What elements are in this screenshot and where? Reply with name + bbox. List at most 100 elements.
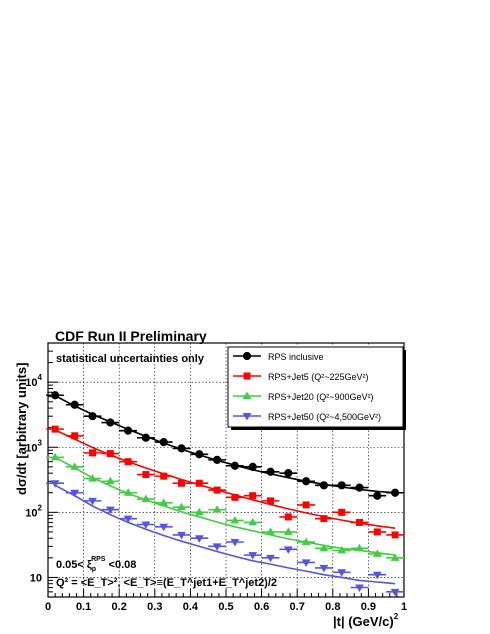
legend-shadow-bottom <box>231 427 406 430</box>
data-point <box>390 553 400 561</box>
data-point <box>178 479 185 487</box>
data-point <box>243 372 251 380</box>
data-point <box>319 564 329 573</box>
data-point <box>124 426 133 435</box>
xi-rest: <0.08 <box>105 559 136 571</box>
data-point <box>372 549 382 557</box>
data-point <box>266 467 275 476</box>
data-point <box>213 455 222 464</box>
data-point <box>177 502 186 511</box>
data-point <box>124 458 132 466</box>
data-point <box>106 418 115 427</box>
data-point <box>355 584 364 592</box>
x-tick-label: 0 <box>45 601 51 613</box>
x-tick-label: 0.7 <box>290 601 305 613</box>
data-point <box>320 515 328 523</box>
data-point <box>177 444 186 453</box>
fit-curve <box>54 456 396 556</box>
legend-label: RPS inclusive <box>268 352 324 362</box>
data-point <box>267 497 274 505</box>
data-point <box>302 501 310 509</box>
y-tick-base: 10 <box>25 507 37 519</box>
y-tick-label: 10 <box>30 572 42 584</box>
data-point <box>123 515 133 524</box>
series-4 <box>46 480 404 597</box>
x-axis-title-sup: 2 <box>394 612 399 621</box>
data-point <box>284 469 293 478</box>
legend-label: RPS+Jet50 (Q²~4,500GeV²) <box>268 412 381 422</box>
data-point <box>141 521 151 530</box>
legend-box <box>227 346 404 428</box>
data-point <box>142 471 150 479</box>
data-point <box>301 559 311 567</box>
data-point <box>319 481 328 490</box>
x-tick-label: 0.2 <box>112 601 127 613</box>
series-2 <box>46 425 404 539</box>
x-tick-label: 0.4 <box>183 601 199 613</box>
xi-base: 0.05< ξ <box>56 559 92 571</box>
data-point <box>88 497 97 506</box>
xi-sub: p <box>92 566 96 573</box>
data-point <box>248 552 258 560</box>
x-tick-label: 0.8 <box>325 601 340 613</box>
data-point <box>230 515 240 524</box>
y-tick-exponent: 3 <box>38 438 43 447</box>
x-tick-label: 0.3 <box>147 601 162 613</box>
data-point <box>213 486 221 494</box>
data-point <box>123 488 133 496</box>
data-point <box>319 543 329 552</box>
x-tick-label: 1 <box>401 601 407 613</box>
data-point <box>230 539 240 547</box>
xi-sup: RPS <box>91 556 106 563</box>
x-axis-title-text: |t| (GeV/c) <box>333 614 394 629</box>
legend: RPS inclusive RPS+Jet5 (Q²~225GeV²) RPS+Je… <box>227 346 406 430</box>
x-tick-label: 0.5 <box>218 601 233 613</box>
fit-curve <box>54 484 396 585</box>
x-tick-label: 0.9 <box>361 601 376 613</box>
data-point <box>195 479 203 487</box>
data-point <box>141 433 150 442</box>
data-point <box>283 546 293 554</box>
legend-label: RPS+Jet20 (Q²~900GeV²) <box>268 392 374 402</box>
data-point <box>50 480 60 488</box>
chart-title: CDF Run II Preliminary <box>55 328 207 344</box>
data-point <box>106 450 114 458</box>
y-tick-exponent: 2 <box>38 503 43 512</box>
data-point <box>356 518 363 526</box>
data-point <box>51 425 59 433</box>
data-point <box>212 543 222 551</box>
data-point <box>88 412 97 421</box>
data-point <box>88 474 97 482</box>
data-point <box>284 513 292 521</box>
y-tick-exponent: 4 <box>38 373 43 382</box>
series-layer <box>46 391 404 597</box>
data-point <box>141 494 151 503</box>
chart-subtitle: statistical uncertainties only <box>56 353 205 365</box>
data-point <box>266 554 275 563</box>
data-point <box>249 492 257 500</box>
data-point <box>212 505 222 513</box>
data-point <box>160 472 168 480</box>
data-point <box>230 461 239 470</box>
y-tick-label: 103 <box>25 438 42 454</box>
data-point <box>70 489 80 498</box>
data-point <box>177 531 186 540</box>
data-point <box>159 438 168 447</box>
data-point <box>337 481 346 490</box>
y-tick-label: 104 <box>25 373 42 389</box>
data-point <box>159 498 169 506</box>
x-axis-ticks: 0 0.1 0.2 0.3 0.4 0.5 0.6 0.7 0.8 0.9 1 <box>45 589 407 613</box>
data-point <box>301 537 311 546</box>
data-point <box>195 450 204 459</box>
y-tick-base: 10 <box>30 572 42 584</box>
data-point <box>266 527 275 535</box>
data-point <box>248 517 258 526</box>
legend-label: RPS+Jet5 (Q²~225GeV²) <box>268 372 369 382</box>
x-tick-label: 0.1 <box>76 601 91 613</box>
data-point <box>390 588 400 597</box>
data-point <box>242 413 252 421</box>
data-point <box>337 569 347 577</box>
data-point <box>355 543 364 552</box>
